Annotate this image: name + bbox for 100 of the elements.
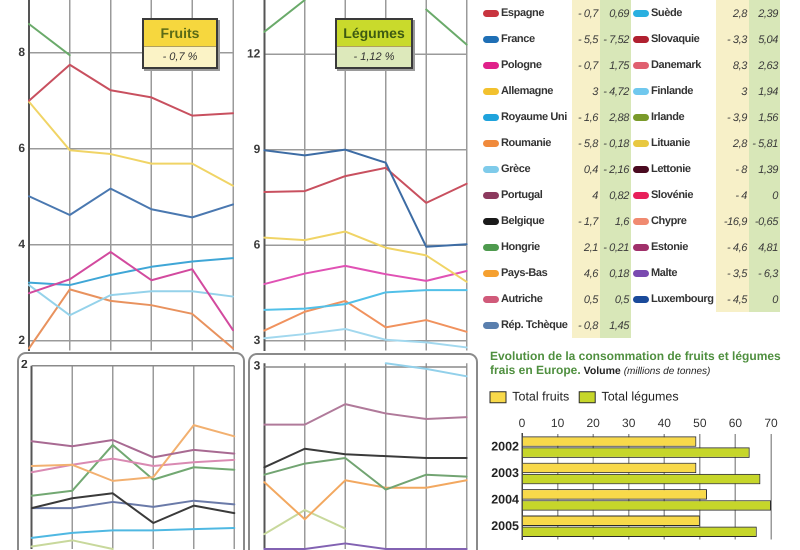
- data-label: 0,4: [584, 164, 599, 176]
- data-label: 0,5: [614, 294, 630, 306]
- y-tick-label: 4: [18, 237, 26, 252]
- y-tick-label: 9: [254, 142, 261, 156]
- category-label: Danemark: [651, 58, 701, 73]
- data-label: - 5,5: [578, 34, 600, 46]
- data-label: 5,04: [758, 34, 779, 46]
- x-tick-label: 30: [622, 416, 636, 430]
- data-label: 4,81: [758, 242, 779, 254]
- x-tick-label: 70: [764, 416, 778, 430]
- y-tick-label: 8: [18, 45, 26, 60]
- data-label: - 0,7: [578, 8, 600, 20]
- category-label: Portugal: [501, 188, 542, 203]
- data-label: - 2,16: [603, 164, 630, 176]
- x-tick-label: 20: [586, 416, 600, 430]
- category-label: Slovaquie: [651, 32, 700, 47]
- data-label: - 8: [735, 164, 748, 176]
- category-label: Irlande: [651, 110, 684, 125]
- legend-label: Total légumes: [601, 390, 679, 404]
- data-label: 0: [772, 190, 780, 202]
- data-label: 1,6: [614, 216, 630, 228]
- chart-title: Evolution de la consommation de fruits et légumes frais en Europe. Volume (millions de tonnes): [490, 349, 781, 377]
- data-label: - 4,5: [726, 294, 748, 306]
- data-label: 2,8: [732, 138, 748, 150]
- data-label: - 4,72: [603, 86, 630, 98]
- x-tick-label: 10: [550, 416, 565, 430]
- data-label: 0: [772, 294, 780, 306]
- category-label: Suède: [651, 6, 682, 21]
- category-label: Autriche: [501, 292, 542, 307]
- data-label: 4,6: [584, 268, 600, 280]
- data-label: 0,5: [584, 294, 600, 306]
- data-label: - 0,18: [603, 138, 630, 150]
- category-label: France: [501, 32, 535, 47]
- data-label: 3: [741, 86, 748, 98]
- category-label: Pologne: [501, 58, 542, 73]
- annotation: Fruits: [144, 20, 216, 46]
- x-tick-label: 40: [658, 416, 672, 430]
- category-label: Allemagne: [501, 84, 554, 99]
- data-label: - 4,6: [726, 242, 748, 254]
- data-label: 2,63: [758, 60, 780, 72]
- data-label: - 3,9: [726, 112, 748, 124]
- data-label: 1,45: [609, 320, 630, 332]
- data-label: - 3,5: [726, 268, 748, 280]
- data-label: - 6,3: [758, 268, 780, 280]
- category-label: Grèce: [501, 162, 530, 177]
- data-label: - 0,21: [603, 242, 630, 254]
- data-label: - 0,7: [578, 60, 600, 72]
- y-tick-label: 12: [246, 46, 261, 60]
- data-label: - 7,52: [603, 34, 630, 46]
- category-label: Hongrie: [501, 240, 540, 255]
- label-box: Fruits - 0,7 %: [142, 18, 218, 69]
- data-label: -0,65: [754, 216, 780, 228]
- category-label: Espagne: [501, 6, 544, 21]
- category-label: Estonie: [651, 240, 688, 255]
- annotation: Légumes: [337, 20, 411, 46]
- data-label: 1,75: [609, 60, 630, 72]
- data-label: 4: [592, 190, 599, 202]
- data-label: 2,88: [609, 112, 630, 124]
- x-tick-label: 50: [693, 416, 707, 430]
- data-label: 2,1: [584, 242, 599, 254]
- category-label: Lituanie: [651, 136, 690, 151]
- annotation: - 1,12 %: [337, 46, 411, 67]
- category-label: Belgique: [501, 214, 544, 229]
- legend-label: Total fruits: [512, 390, 570, 404]
- category-label: Luxembourg: [651, 292, 714, 307]
- data-label: - 5,8: [578, 138, 600, 150]
- data-label: 2,8: [732, 8, 748, 20]
- data-label: 0,69: [609, 8, 630, 20]
- category-label: Roumanie: [501, 136, 551, 151]
- data-label: 1,56: [758, 112, 780, 124]
- x-tick-label: 60: [728, 416, 742, 430]
- label-box: Légumes - 1,12 %: [335, 18, 413, 69]
- data-label: 2,39: [758, 8, 780, 20]
- data-label: - 4: [735, 190, 748, 202]
- data-label: - 5,81: [752, 138, 779, 150]
- data-label: 0,82: [609, 190, 630, 202]
- y-tick-label: 2004: [491, 492, 520, 506]
- category-label: Chypre: [651, 214, 686, 229]
- data-label: 1,39: [758, 164, 780, 176]
- data-label: - 0,8: [578, 320, 600, 332]
- category-label: Royaume Uni: [501, 110, 567, 125]
- y-tick-label: 2002: [491, 440, 520, 454]
- data-label: - 1,6: [578, 112, 600, 124]
- category-label: Malte: [651, 266, 678, 281]
- category-label: Rép. Tchèque: [501, 318, 568, 333]
- annotation: - 0,7 %: [144, 46, 216, 67]
- y-tick-label: 2005: [491, 518, 520, 533]
- category-label: Pays-Bas: [501, 266, 548, 281]
- data-label: 1,94: [758, 86, 779, 98]
- y-tick-label: 2: [18, 333, 26, 348]
- category-label: Slovénie: [651, 188, 694, 203]
- y-tick-label: 6: [18, 141, 26, 156]
- data-label: -16,9: [724, 216, 748, 228]
- data-label: 0,18: [609, 268, 630, 280]
- y-tick-label: 6: [254, 238, 261, 252]
- category-label: Finlande: [651, 84, 694, 99]
- y-tick-label: 3: [254, 333, 261, 348]
- data-label: 8,3: [732, 60, 748, 72]
- data-label: - 3,3: [726, 34, 748, 46]
- category-label: Lettonie: [651, 162, 691, 177]
